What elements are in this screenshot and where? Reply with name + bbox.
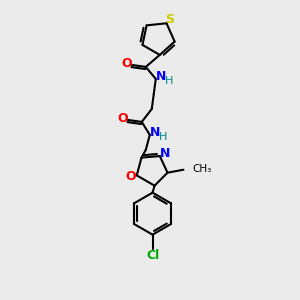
Text: O: O bbox=[122, 57, 132, 70]
Text: O: O bbox=[118, 112, 128, 125]
Text: CH₃: CH₃ bbox=[193, 164, 212, 174]
Text: N: N bbox=[156, 70, 166, 83]
Text: O: O bbox=[125, 170, 136, 183]
Text: Cl: Cl bbox=[146, 249, 159, 262]
Text: H: H bbox=[159, 132, 167, 142]
Text: H: H bbox=[165, 76, 173, 86]
Text: N: N bbox=[160, 147, 170, 160]
Text: S: S bbox=[165, 13, 174, 26]
Text: N: N bbox=[150, 126, 160, 140]
